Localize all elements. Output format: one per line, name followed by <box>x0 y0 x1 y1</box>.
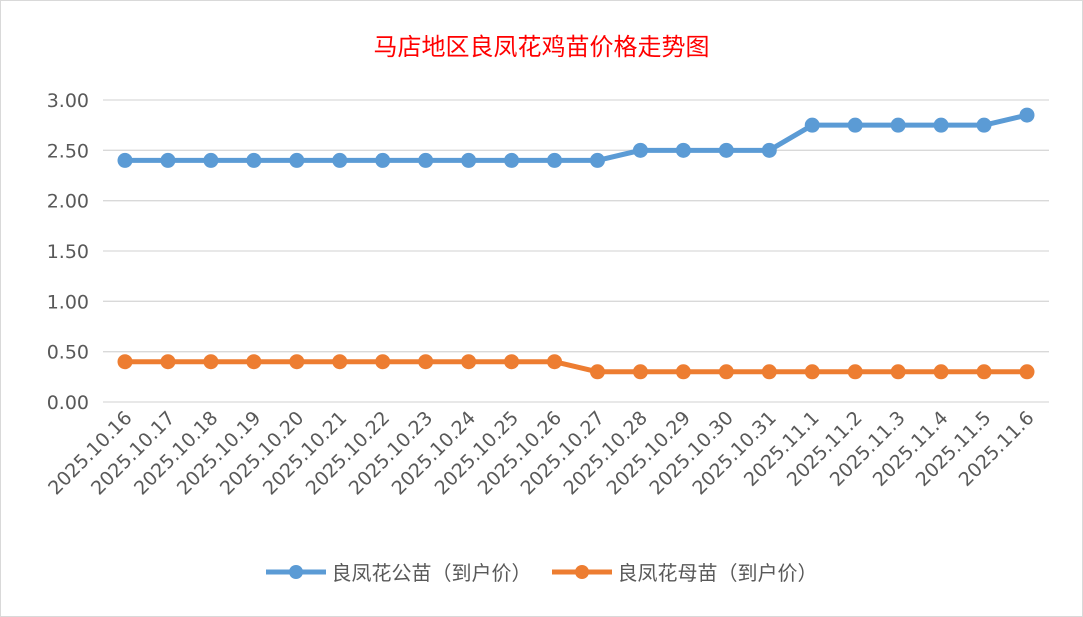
data-point <box>117 354 133 370</box>
data-point <box>332 152 348 168</box>
y-tick-label: 3.00 <box>47 90 89 112</box>
data-point <box>203 354 219 370</box>
y-tick-label: 1.00 <box>47 291 89 313</box>
data-point <box>804 364 820 380</box>
y-tick-label: 2.00 <box>47 191 89 213</box>
data-point <box>289 354 305 370</box>
legend-label: 良凤花母苗（到户价） <box>617 561 818 585</box>
y-tick-label: 1.50 <box>47 241 89 263</box>
data-point <box>246 354 262 370</box>
data-point <box>847 364 863 380</box>
data-point <box>160 152 176 168</box>
y-tick-label: 0.50 <box>47 342 89 364</box>
data-point <box>246 152 262 168</box>
data-point <box>461 354 477 370</box>
data-point <box>933 364 949 380</box>
data-point <box>890 364 906 380</box>
data-point <box>976 117 992 133</box>
data-point <box>675 142 691 158</box>
data-point <box>1019 364 1035 380</box>
series-line-0 <box>125 112 1028 163</box>
data-point <box>632 364 648 380</box>
data-point <box>632 142 648 158</box>
data-point <box>418 354 434 370</box>
data-point <box>461 152 477 168</box>
data-point <box>718 364 734 380</box>
legend-item-female: 良凤花母苗（到户价） <box>551 557 818 586</box>
data-point <box>718 142 734 158</box>
data-point <box>976 364 992 380</box>
data-point <box>160 354 176 370</box>
data-point <box>547 354 563 370</box>
data-point <box>804 117 820 133</box>
legend-label: 良凤花公苗（到户价） <box>331 561 532 585</box>
legend-item-male: 良凤花公苗（到户价） <box>265 557 532 586</box>
legend-marker-orange <box>551 564 612 579</box>
data-point <box>203 152 219 168</box>
y-tick-label: 2.50 <box>47 140 89 162</box>
data-point <box>547 152 563 168</box>
chart-title: 马店地区良凤花鸡苗价格走势图 <box>373 33 710 61</box>
data-point <box>933 117 949 133</box>
data-point <box>504 152 520 168</box>
data-point <box>675 364 691 380</box>
series-line-1 <box>125 359 1027 375</box>
data-point <box>890 117 906 133</box>
data-point <box>375 152 391 168</box>
data-point <box>847 117 863 133</box>
legend-marker-blue <box>265 564 326 579</box>
legend: 良凤花公苗（到户价） 良凤花母苗（到户价） <box>1 557 1082 586</box>
data-point <box>418 152 434 168</box>
data-point <box>589 152 605 168</box>
data-point <box>117 152 133 168</box>
data-point <box>1019 107 1035 123</box>
data-point <box>761 364 777 380</box>
data-point <box>332 354 348 370</box>
y-tick-label: 0.00 <box>47 392 89 414</box>
data-point <box>375 354 391 370</box>
data-point <box>504 354 520 370</box>
data-point <box>589 364 605 380</box>
data-point <box>761 142 777 158</box>
data-point <box>289 152 305 168</box>
